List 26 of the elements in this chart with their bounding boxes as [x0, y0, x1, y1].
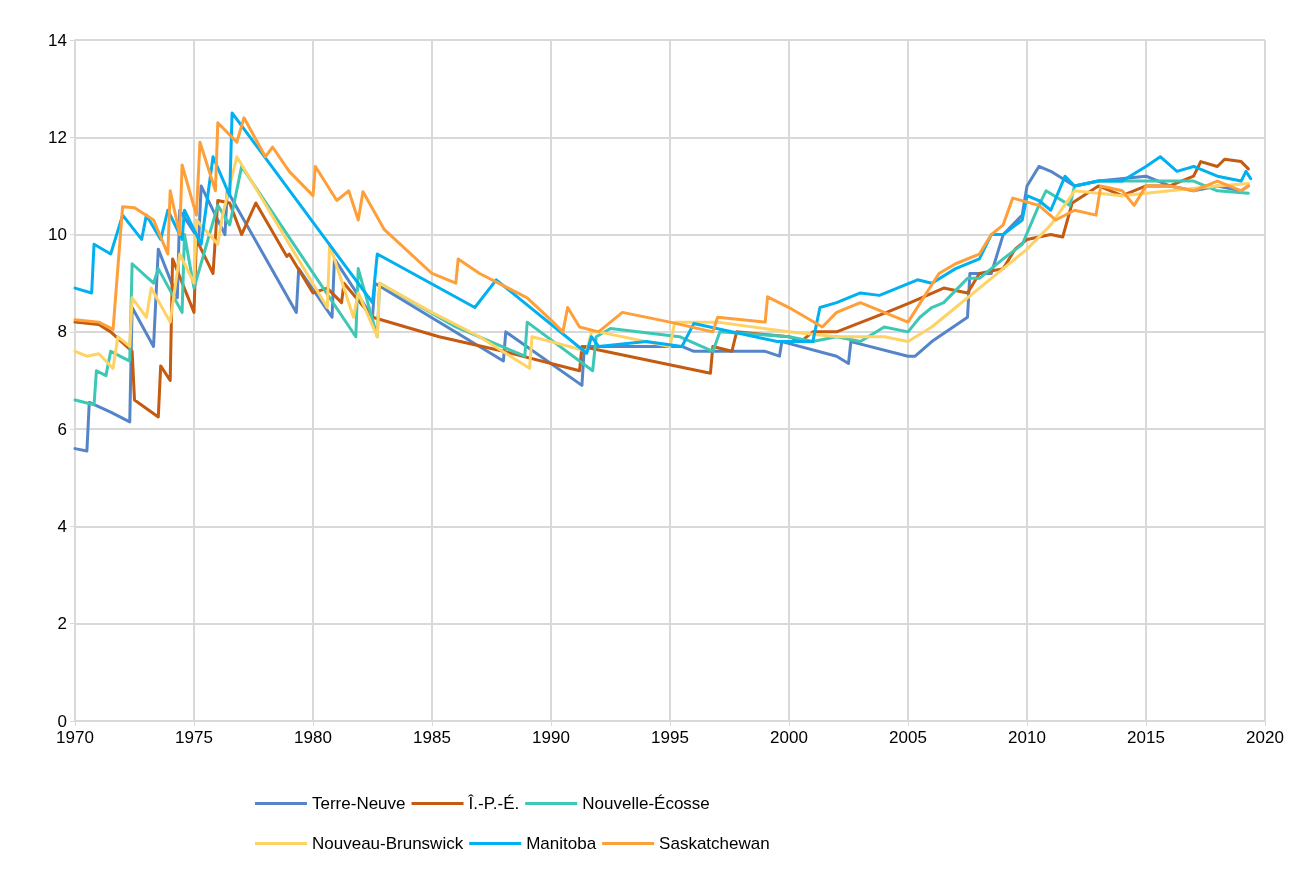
legend-label: Terre-Neuve [312, 794, 406, 813]
y-tick-label: 6 [57, 419, 67, 439]
x-tick-label: 2010 [1008, 728, 1046, 747]
legend-label: Saskatchewan [659, 834, 770, 853]
y-tick-label: 14 [48, 30, 67, 50]
y-tick-label: 0 [57, 711, 67, 731]
y-tick-label: 8 [57, 322, 67, 342]
x-tick-label: 1980 [294, 728, 332, 747]
x-tick-label: 2020 [1246, 728, 1284, 747]
x-tick-label: 2000 [770, 728, 808, 747]
line-series [73, 155, 1250, 370]
y-tick-label: 10 [48, 225, 67, 245]
y-tick-label: 2 [57, 614, 67, 634]
legend-label: Manitoba [526, 834, 597, 853]
x-tick-label: 1970 [56, 728, 94, 747]
legend-label: Nouvelle-Écosse [582, 794, 710, 813]
y-tick-label: 12 [48, 127, 67, 147]
x-tick-label: 2005 [889, 728, 927, 747]
y-tick-label: 4 [57, 516, 67, 536]
x-tick-label: 1975 [175, 728, 213, 747]
legend-label: Nouveau-Brunswick [312, 834, 464, 853]
x-tick-label: 1990 [532, 728, 570, 747]
legend-label: Î.-P.-É. [467, 794, 520, 813]
x-tick-label: 2015 [1127, 728, 1165, 747]
x-tick-label: 1995 [651, 728, 689, 747]
x-tick-label: 1985 [413, 728, 451, 747]
